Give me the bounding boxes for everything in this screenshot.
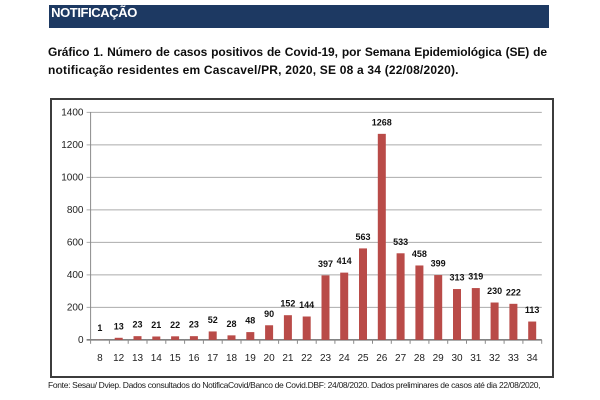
svg-text:0: 0 xyxy=(78,335,84,346)
svg-text:533: 533 xyxy=(393,237,408,247)
svg-text:13: 13 xyxy=(132,353,144,364)
svg-text:800: 800 xyxy=(67,205,84,216)
svg-text:144: 144 xyxy=(299,300,314,310)
svg-text:8: 8 xyxy=(97,353,103,364)
svg-text:26: 26 xyxy=(376,353,388,364)
svg-text:31: 31 xyxy=(470,353,482,364)
svg-text:1200: 1200 xyxy=(61,140,84,151)
svg-text:32: 32 xyxy=(489,353,501,364)
svg-text:34: 34 xyxy=(527,353,539,364)
svg-text:23: 23 xyxy=(189,320,199,330)
svg-text:222: 222 xyxy=(506,287,521,297)
svg-text:397: 397 xyxy=(318,259,333,269)
svg-text:15: 15 xyxy=(170,353,182,364)
svg-text:48: 48 xyxy=(245,316,255,326)
svg-text:30: 30 xyxy=(451,353,463,364)
svg-text:27: 27 xyxy=(395,353,407,364)
svg-text:16: 16 xyxy=(188,353,200,364)
svg-text:200: 200 xyxy=(67,303,84,314)
svg-text:20: 20 xyxy=(264,353,276,364)
svg-text:25: 25 xyxy=(357,353,369,364)
svg-text:152: 152 xyxy=(280,299,295,309)
svg-text:33: 33 xyxy=(508,353,520,364)
svg-text:1: 1 xyxy=(97,323,102,333)
svg-text:24: 24 xyxy=(339,353,351,364)
svg-text:14: 14 xyxy=(151,353,163,364)
svg-text:22: 22 xyxy=(170,320,180,330)
svg-text:319: 319 xyxy=(468,272,483,282)
svg-text:1000: 1000 xyxy=(61,173,84,184)
svg-text:1400: 1400 xyxy=(61,108,84,119)
svg-text:29: 29 xyxy=(433,353,445,364)
svg-text:28: 28 xyxy=(226,319,236,329)
svg-text:23: 23 xyxy=(320,353,332,364)
svg-text:52: 52 xyxy=(208,315,218,325)
svg-text:600: 600 xyxy=(67,238,84,249)
svg-text:1268: 1268 xyxy=(372,117,392,127)
svg-text:13: 13 xyxy=(114,321,124,331)
svg-text:23: 23 xyxy=(132,320,142,330)
svg-text:21: 21 xyxy=(151,320,161,330)
svg-text:12: 12 xyxy=(113,353,125,364)
svg-text:17: 17 xyxy=(207,353,219,364)
svg-text:28: 28 xyxy=(414,353,426,364)
svg-text:458: 458 xyxy=(412,249,427,259)
svg-text:19: 19 xyxy=(245,353,257,364)
svg-text:563: 563 xyxy=(355,232,370,242)
svg-text:313: 313 xyxy=(449,273,464,283)
svg-text:18: 18 xyxy=(226,353,238,364)
svg-text:113: 113 xyxy=(525,305,540,315)
svg-text:414: 414 xyxy=(337,256,352,266)
svg-text:230: 230 xyxy=(487,286,502,296)
svg-text:21: 21 xyxy=(282,353,294,364)
svg-text:22: 22 xyxy=(301,353,313,364)
svg-text:90: 90 xyxy=(264,309,274,319)
svg-text:400: 400 xyxy=(67,270,84,281)
svg-text:399: 399 xyxy=(431,259,446,269)
